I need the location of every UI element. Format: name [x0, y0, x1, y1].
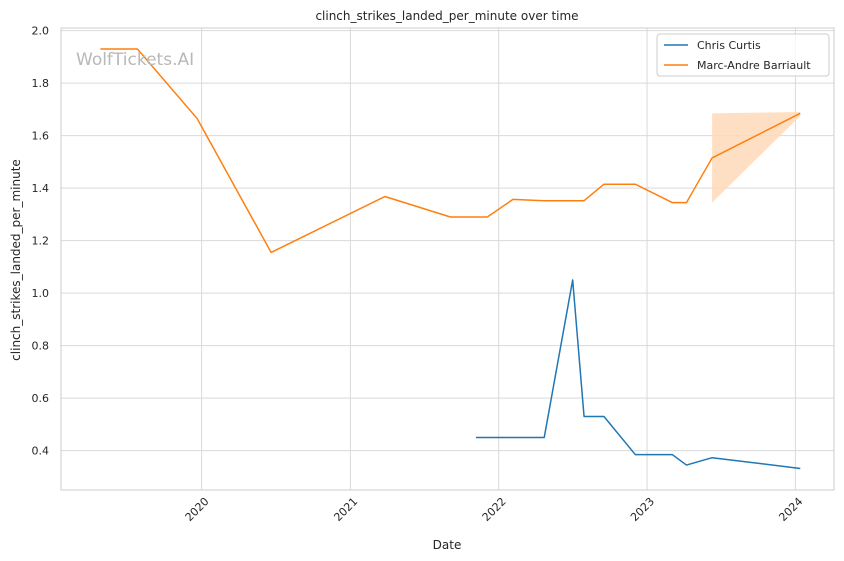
legend-box: [656, 33, 830, 77]
marc-andre-barriault-line: [100, 48, 801, 254]
x-axis-label: Date: [433, 538, 462, 552]
y-tick-label-1.0: 1.0: [32, 287, 50, 300]
chris-curtis-line: [475, 279, 801, 470]
legend-label-chris-curtis: Chris Curtis: [697, 39, 761, 52]
confidence-bands: [712, 112, 801, 203]
y-axis-ticks: 0.4 0.6 0.8 1.0 1.2 1.4 1.6 1.8 2.0: [32, 25, 50, 458]
legend-label-marc-andre-barriault: Marc-Andre Barriault: [697, 59, 811, 72]
y-tick-label-1.2: 1.2: [32, 235, 50, 248]
watermark: WolfTickets.AI: [76, 50, 194, 70]
y-axis-label: clinch_strikes_landed_per_minute: [9, 159, 23, 361]
plot-frame: [60, 27, 835, 491]
y-tick-label-0.6: 0.6: [32, 392, 50, 405]
y-tick-label-1.8: 1.8: [32, 77, 50, 90]
chart-title: clinch_strikes_landed_per_minute over ti…: [315, 9, 578, 23]
y-tick-label-1.6: 1.6: [32, 130, 50, 143]
y-tick-label-0.8: 0.8: [32, 340, 50, 353]
y-tick-label-2.0: 2.0: [32, 25, 50, 38]
y-tick-label-1.4: 1.4: [32, 182, 50, 195]
y-tick-label-0.4: 0.4: [32, 445, 50, 458]
grid: [61, 28, 834, 490]
marc-andre-barriault-confidence-band: [712, 112, 801, 203]
legend: Chris Curtis Marc-Andre Barriault: [656, 33, 830, 77]
series-lines: [100, 48, 801, 470]
